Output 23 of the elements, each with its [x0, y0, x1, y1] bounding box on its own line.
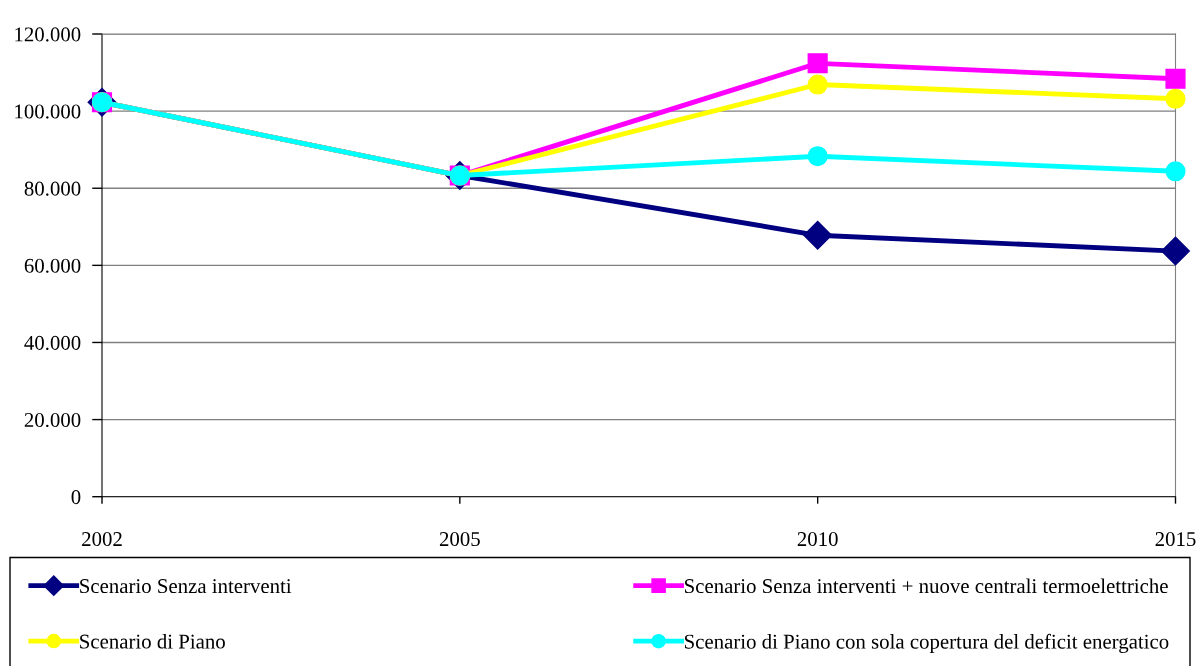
- point: [807, 146, 828, 167]
- point: [807, 53, 828, 74]
- y-tick-label: 80.000: [24, 181, 81, 196]
- point: [1165, 88, 1186, 109]
- y-tick-label: 40.000: [24, 335, 81, 350]
- point: [803, 220, 833, 250]
- legend-label: Scenario Senza interventi: [80, 579, 292, 594]
- point: [1165, 161, 1186, 182]
- y-tick-label: 0: [71, 490, 81, 505]
- x-tick-label: 2002: [82, 532, 122, 547]
- y-tick-label: 100.000: [15, 104, 81, 119]
- legend-label: Scenario di Piano con sola copertura del deficit energatico: [684, 633, 1169, 653]
- legend-label: Scenario di Piano: [80, 633, 225, 649]
- point: [1161, 236, 1190, 266]
- point: [807, 74, 828, 95]
- y-tick-label: 60.000: [24, 258, 81, 273]
- x-tick-label: 2010: [797, 532, 838, 547]
- y-tick-label: 20.000: [24, 412, 81, 428]
- legend-label: Scenario Senza interventi + nuove centrali termoelettriche: [684, 578, 1168, 594]
- x-tick-label: 2005: [439, 532, 480, 547]
- point: [1165, 68, 1186, 89]
- y-tick-label: 120.000: [15, 27, 81, 42]
- x-tick-label: 2015: [1155, 532, 1196, 547]
